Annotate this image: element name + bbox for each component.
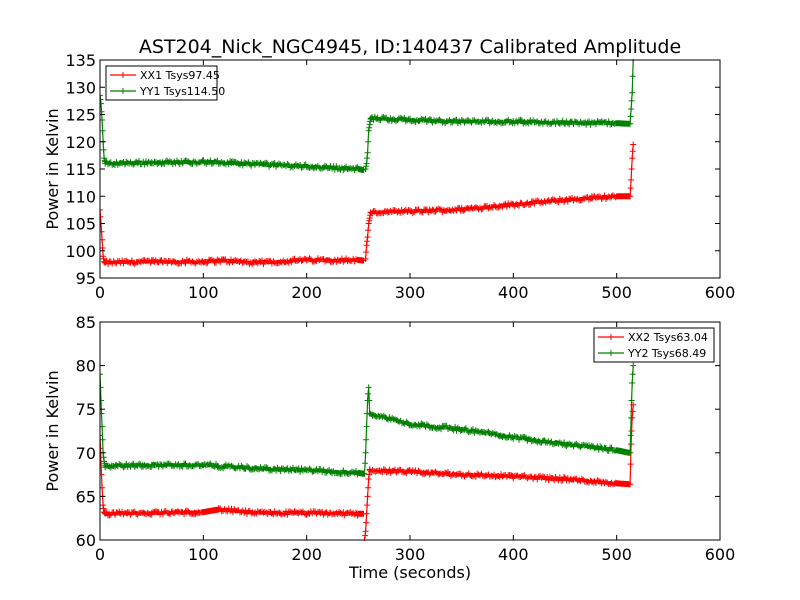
x-tick-label: 200 — [291, 545, 322, 564]
x-tick-label: 300 — [395, 545, 426, 564]
x-tick-label: 400 — [498, 545, 529, 564]
y-axis-label: Power in Kelvin — [43, 370, 62, 491]
series-markers — [362, 209, 374, 262]
x-tick-label: 500 — [601, 283, 632, 302]
x-tick-label: 0 — [95, 545, 105, 564]
x-tick-label: 100 — [188, 545, 219, 564]
x-tick-label: 400 — [498, 283, 529, 302]
chart-title: AST204_Nick_NGC4945, ID:140437 Calibrate… — [139, 36, 681, 58]
legend-label: XX2 Tsys63.04 — [628, 331, 708, 344]
series-markers — [361, 384, 373, 477]
y-tick-label: 95 — [76, 269, 96, 288]
series-group — [100, 362, 637, 541]
series-markers — [366, 410, 633, 456]
series-markers — [100, 206, 367, 268]
series-group — [100, 59, 637, 268]
legend-swatch-marker — [120, 88, 126, 94]
x-tick-label: 500 — [601, 545, 632, 564]
y-tick-label: 115 — [65, 160, 96, 179]
y-tick-label: 70 — [76, 444, 96, 463]
x-axis-label: Time (seconds) — [348, 563, 471, 582]
x-tick-label: 100 — [188, 283, 219, 302]
y-tick-label: 105 — [65, 215, 96, 234]
y-tick-label: 100 — [65, 242, 96, 261]
series-markers — [366, 466, 633, 488]
y-tick-label: 120 — [65, 133, 96, 152]
y-tick-label: 75 — [76, 400, 96, 419]
legend-swatch-marker — [608, 334, 614, 340]
x-tick-label: 200 — [291, 283, 322, 302]
series-yy2 — [100, 362, 637, 478]
legend-swatch-marker — [608, 350, 614, 356]
y-tick-label: 85 — [76, 313, 96, 332]
y-axis-label: Power in Kelvin — [43, 108, 62, 229]
x-tick-label: 600 — [705, 545, 736, 564]
legend-label: YY2 Tsys68.49 — [627, 347, 706, 360]
y-tick-label: 80 — [76, 357, 96, 376]
series-markers — [627, 141, 637, 200]
y-tick-label: 130 — [65, 78, 96, 97]
x-tick-label: 0 — [95, 283, 105, 302]
y-tick-label: 110 — [65, 187, 96, 206]
series-markers — [100, 92, 367, 174]
series-markers — [367, 192, 633, 217]
y-tick-label: 135 — [65, 51, 96, 70]
y-tick-label: 60 — [76, 531, 96, 550]
y-tick-label: 65 — [76, 487, 96, 506]
legend: XX1 Tsys97.45 YY1 Tsys114.50 — [105, 65, 225, 101]
subplot-1: 0 100 200 300 400 500 600 95 100 105 110 115 120 125 1… — [43, 51, 735, 302]
legend-box — [593, 327, 715, 363]
plots: 0 100 200 300 400 500 600951001051101151201251… — [43, 51, 735, 582]
x-tick-label: 300 — [395, 283, 426, 302]
x-tick-label: 600 — [705, 283, 736, 302]
y-tick-label: 125 — [65, 106, 96, 125]
legend: XX2 Tsys63.04 YY2 Tsys68.49 — [593, 327, 715, 363]
series-yy1 — [100, 59, 637, 174]
legend-label: YY1 Tsys114.50 — [139, 85, 225, 98]
series-xx1 — [100, 141, 637, 268]
subplot-2: 0 100 200 300 400 500 600 60 65 70 75 80 85 Power in … — [43, 313, 735, 582]
legend-label: XX1 Tsys97.45 — [140, 69, 220, 82]
series-markers — [100, 371, 367, 478]
series-markers — [627, 362, 637, 456]
legend-swatch-marker — [120, 72, 126, 78]
series-markers — [367, 113, 633, 128]
series-markers — [100, 432, 367, 519]
legend-box — [105, 65, 218, 101]
